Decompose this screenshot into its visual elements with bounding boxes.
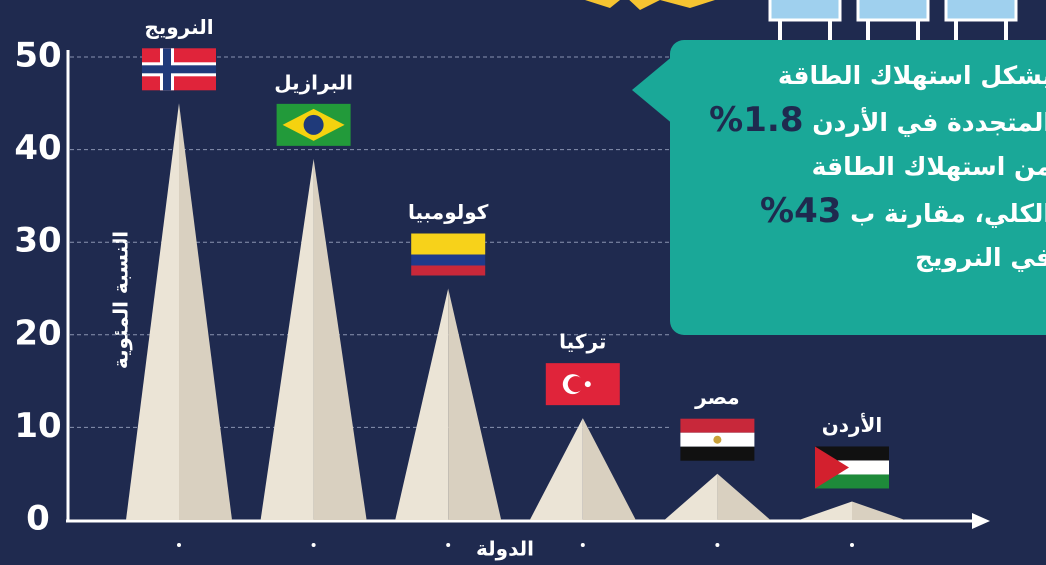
peak-left [126,103,179,521]
y-axis-label: النسبة المئوية [109,231,133,369]
flag-part [567,376,584,393]
y-tick-label: 20 [14,313,61,353]
peak-right [313,158,367,521]
callout-line: الكلي، مقارنة ب 43% [670,189,1046,236]
peak [260,158,367,521]
flag-part [815,474,889,489]
tick-dot [580,543,585,547]
callout-number: 43% [760,191,842,231]
peak-right [852,501,905,520]
category-label: النرويج [144,15,213,39]
callout-text: المتجددة في الأردن [812,108,1046,137]
category-label: كولومبيا [408,200,489,224]
peak [664,473,771,520]
callout-line: من استهلاك الطاقة [811,152,1046,181]
y-tick-label: 40 [14,128,61,168]
peak-left [664,473,718,520]
y-tick-label: 50 [14,36,61,76]
flag-part [584,381,591,388]
flag-part [713,435,722,444]
x-axis-arrow [972,513,990,529]
peak-left [260,158,314,521]
flag [680,418,755,461]
flag [276,103,351,146]
decoration [585,0,1018,130]
flag-part [680,418,755,433]
flag [545,363,620,406]
tick-dot [715,543,720,547]
category-label: تركيا [559,330,606,354]
y-tick-label: 10 [14,406,61,446]
tick-dot [177,543,181,547]
peak [529,418,636,520]
flag [411,233,486,276]
flag-part [411,254,486,266]
category-label: الأردن [822,412,883,437]
callout-line: المتجددة في الأردن 1.8% [670,98,1046,145]
callout-text: الكلي، مقارنة ب [850,199,1046,228]
flag-part [411,233,486,255]
y-tick-label: 30 [14,221,61,261]
x-axis-label: الدولة [476,537,534,561]
flag-part [411,265,486,276]
peak-left [799,501,852,520]
tick-dot [850,543,854,547]
flag [142,48,216,91]
peak-right [448,288,502,520]
flag-part [815,446,889,461]
peak-left [529,418,583,520]
tick-dot [311,543,316,547]
callout-line: في النرويج [914,243,1046,272]
y-tick-label: 0 [26,499,50,539]
callout-number: 1.8% [709,100,804,140]
flag-part [680,446,755,461]
callout: يشكل استهلاك الطاقة المتجددة في الأردن 1… [670,40,1046,335]
peak-left [395,288,449,520]
flag-part [303,114,324,135]
peak [799,501,905,520]
peak [126,103,232,521]
peak-right [717,473,771,520]
peak-right [582,418,636,520]
peak-right [179,103,232,521]
tick-dot [446,543,451,547]
category-label: البرازيل [274,70,353,94]
callout-line: يشكل استهلاك الطاقة [777,61,1046,90]
flag [815,446,889,489]
peak [395,288,502,520]
flag-part [142,65,216,74]
flag-part [815,446,849,489]
category-label: مصر [694,385,740,409]
